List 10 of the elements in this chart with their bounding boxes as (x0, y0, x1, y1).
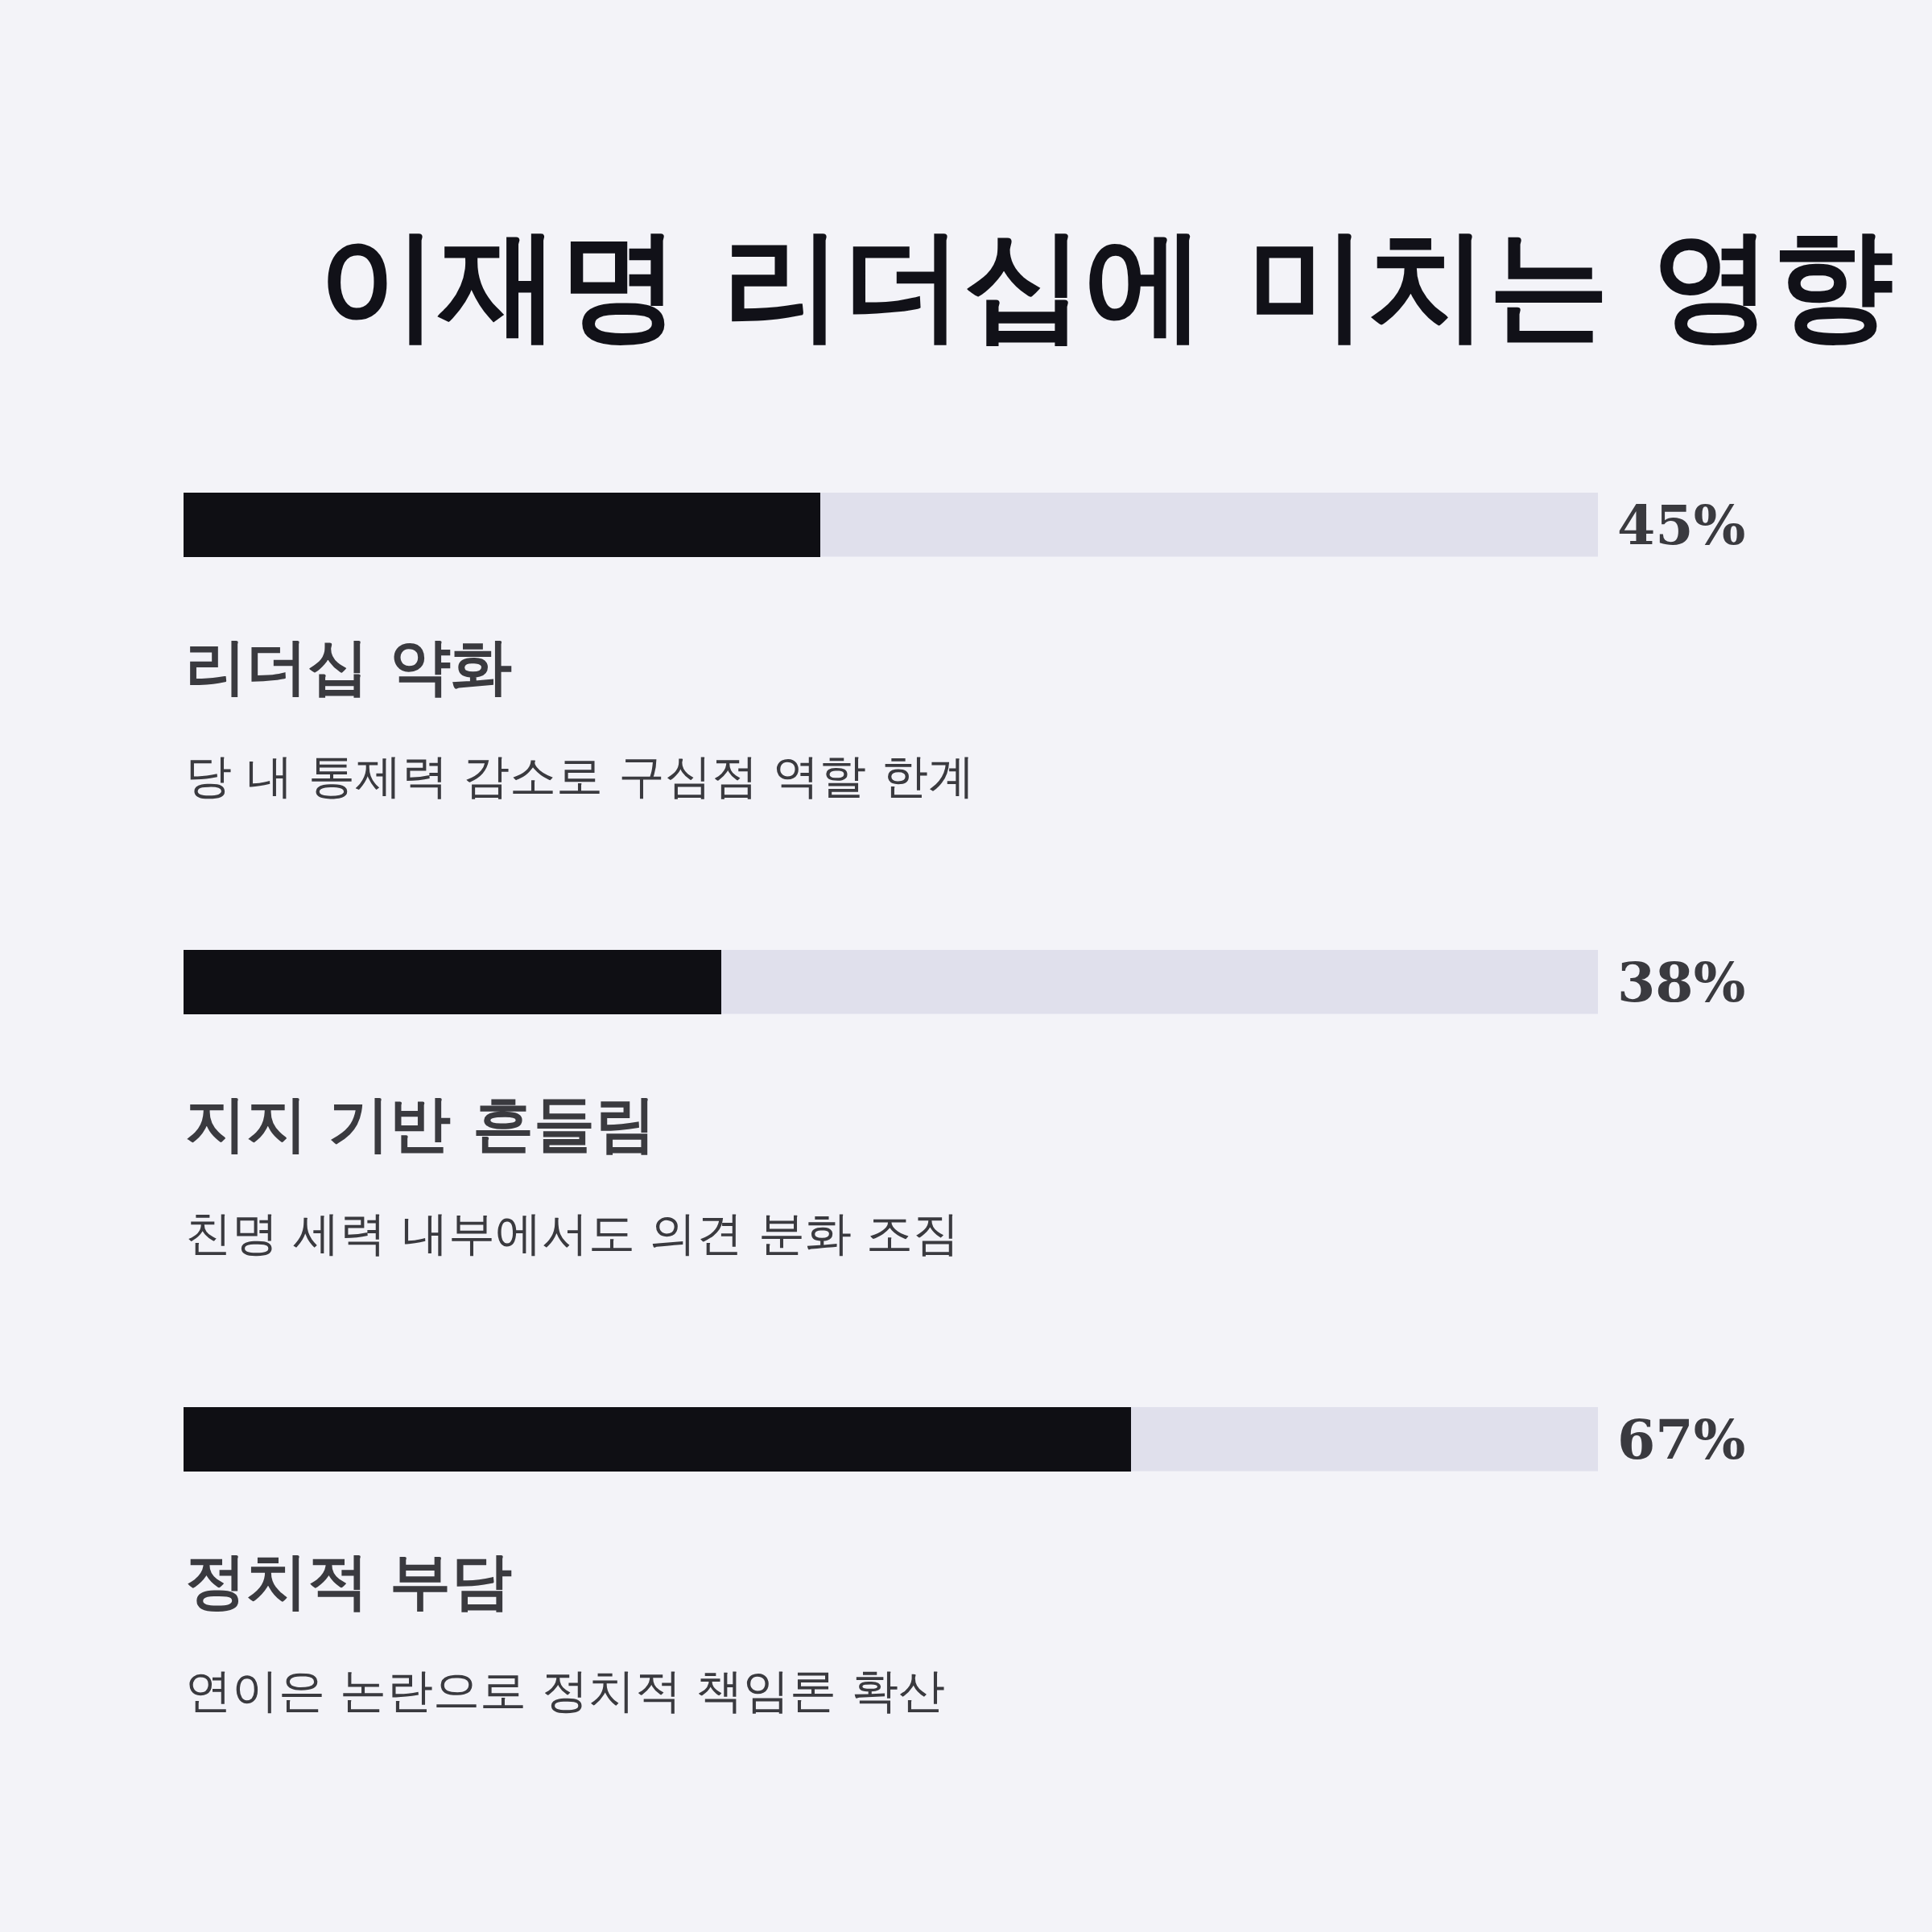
data-label: 45% (1617, 493, 1746, 557)
y-tick-label: 정치적 부담 (185, 1545, 513, 1616)
data-label: 67% (1617, 1407, 1746, 1472)
annotation: 친명 세력 내부에서도 의견 분화 조짐 (185, 1206, 960, 1261)
y-tick-label: 지지 기반 흔들림 (185, 1088, 656, 1159)
data-label: 38% (1617, 950, 1746, 1014)
y-tick-label: 리더십 약화 (185, 630, 513, 702)
annotation: 당 내 통제력 감소로 구심점 역할 한계 (185, 749, 975, 803)
annotation: 연이은 논란으로 정치적 책임론 확산 (185, 1663, 945, 1718)
chart-title: 이재명 리더십에 미치는 영향 (317, 213, 1893, 354)
